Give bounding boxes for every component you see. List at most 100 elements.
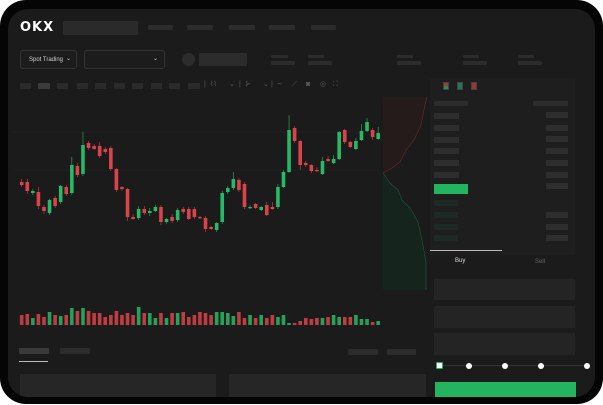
nav-item-3[interactable] xyxy=(229,25,255,30)
timeframe-8[interactable] xyxy=(151,83,162,89)
depth-bid-area xyxy=(383,173,426,290)
order-book-view-asks-icon[interactable] xyxy=(471,82,477,90)
search-bar[interactable] xyxy=(63,21,138,35)
stat-1-label xyxy=(271,55,288,58)
tab-sell[interactable]: Sell xyxy=(535,259,546,265)
nav-item-1[interactable] xyxy=(148,25,173,30)
order-book-view-both-icon[interactable] xyxy=(443,82,449,90)
ask-price[interactable] xyxy=(434,160,459,166)
volume-bar xyxy=(19,315,24,325)
camera-icon[interactable]: ◙ xyxy=(306,81,311,88)
stat-2-label xyxy=(308,55,324,58)
market-type-dropdown[interactable]: Spot Trading ⌄ xyxy=(20,50,77,69)
chart-type-icon[interactable]: ⌇⌇ xyxy=(210,81,217,88)
volume-bar xyxy=(376,321,380,325)
volume-bar xyxy=(242,318,247,325)
chevron-down-icon[interactable]: ⌄ xyxy=(263,81,269,88)
bid-price[interactable] xyxy=(434,212,458,218)
timeframe-9[interactable] xyxy=(169,83,180,89)
bid-price[interactable] xyxy=(434,224,458,230)
volume-bar xyxy=(348,317,353,325)
timeframe-7[interactable] xyxy=(132,83,143,89)
bottom-panel-right xyxy=(229,374,426,397)
total-input[interactable] xyxy=(434,333,575,355)
fullscreen-icon[interactable]: ⛶ xyxy=(333,81,338,88)
stat-4-value xyxy=(463,61,487,65)
depth-ask-line xyxy=(382,96,428,174)
timeframe-5[interactable] xyxy=(95,83,106,89)
candle-up xyxy=(287,130,291,172)
buy-submit-button[interactable] xyxy=(435,382,576,397)
ask-price[interactable] xyxy=(434,172,459,178)
candle-down xyxy=(309,165,314,171)
settings-icon[interactable]: ◎ xyxy=(320,81,327,88)
bid-amount xyxy=(546,235,568,241)
nav-item-4[interactable] xyxy=(269,25,295,30)
line-tool-icon[interactable]: ∼ xyxy=(277,81,283,88)
amount-input[interactable] xyxy=(434,306,575,328)
ask-price[interactable] xyxy=(434,125,459,131)
ruler-icon[interactable]: ⟋ xyxy=(292,81,297,88)
buy-tab-underline xyxy=(430,250,502,251)
volume-bar xyxy=(281,315,286,325)
nav-item-2[interactable] xyxy=(187,25,213,30)
volume-bar xyxy=(231,316,236,325)
stat-5-label xyxy=(518,55,534,58)
slider-mark-50[interactable] xyxy=(502,363,508,369)
price-input[interactable] xyxy=(434,279,575,300)
volume-bar xyxy=(97,313,102,325)
logo-text: OKX xyxy=(20,20,55,35)
nav-item-5[interactable] xyxy=(311,25,336,30)
ask-price[interactable] xyxy=(434,137,459,143)
slider-mark-100[interactable] xyxy=(584,363,590,369)
bottom-tab-2[interactable] xyxy=(60,348,90,354)
candle-down xyxy=(92,146,96,149)
bid-price[interactable] xyxy=(434,200,458,206)
volume-bar xyxy=(248,315,252,325)
volume-bar xyxy=(164,318,169,325)
candle-up xyxy=(359,131,364,140)
bottom-action-2[interactable] xyxy=(387,349,416,355)
timeframe-6[interactable] xyxy=(114,83,125,89)
amount-slider-track[interactable] xyxy=(439,365,589,366)
volume-bar xyxy=(86,311,91,325)
bottom-action-1[interactable] xyxy=(348,349,378,355)
ask-amount xyxy=(546,160,568,166)
volume-bar xyxy=(25,314,30,325)
volume-bar xyxy=(270,315,275,325)
slider-mark-25[interactable] xyxy=(466,363,472,369)
bid-price[interactable] xyxy=(434,235,458,241)
candle-down xyxy=(342,130,347,142)
candle-down xyxy=(270,207,275,209)
volume-bar xyxy=(36,314,41,325)
candle-down xyxy=(109,148,113,169)
candle-down xyxy=(192,209,197,217)
timeframe-10[interactable] xyxy=(188,83,200,89)
last-price-badge xyxy=(434,184,468,194)
ask-amount xyxy=(546,148,568,154)
volume-bar xyxy=(114,311,119,325)
indicator-icon[interactable]: ⊱ xyxy=(245,81,251,88)
tab-buy[interactable]: Buy xyxy=(455,258,466,264)
volume-bar xyxy=(370,322,375,325)
volume-bar xyxy=(187,317,191,325)
slider-mark-75[interactable] xyxy=(538,363,544,369)
pair-dropdown[interactable]: ⌄ xyxy=(84,50,165,69)
ask-price[interactable] xyxy=(434,113,459,119)
timeframe-1[interactable] xyxy=(20,83,31,89)
candle-down xyxy=(303,163,308,165)
chevron-down-icon[interactable]: ⌄ xyxy=(229,81,235,88)
amount-slider-handle[interactable] xyxy=(436,362,443,369)
bottom-tab-1[interactable] xyxy=(19,348,49,354)
timeframe-2[interactable] xyxy=(38,83,50,89)
order-book-view-bids-icon[interactable] xyxy=(457,82,463,90)
chevron-down-icon: ⌄ xyxy=(152,55,158,62)
volume-bar xyxy=(125,313,130,325)
ask-price[interactable] xyxy=(434,148,459,154)
candle-up xyxy=(354,141,358,149)
market-type-label: Spot Trading xyxy=(29,56,64,63)
timeframe-3[interactable] xyxy=(57,83,68,89)
okx-logo[interactable]: OKX xyxy=(20,20,60,35)
timeframe-4[interactable] xyxy=(77,83,88,89)
